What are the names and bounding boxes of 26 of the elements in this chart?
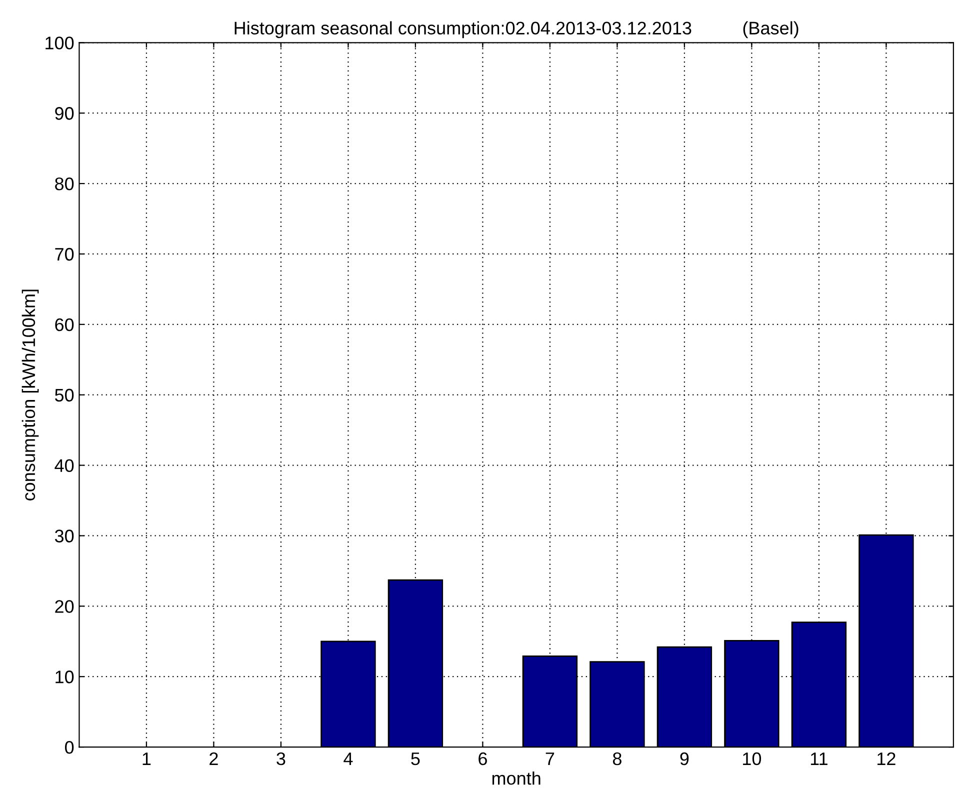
x-tick-label: 8 (612, 752, 622, 766)
x-tick-label: 12 (878, 752, 896, 765)
y-tick-label: 50 (54, 388, 74, 402)
y-tick-label: 10 (56, 670, 74, 684)
x-tick-label: 9 (680, 752, 689, 766)
x-tick-label: 4 (344, 752, 353, 765)
x-axis-title: month (492, 772, 540, 785)
x-tick-label: 3 (276, 752, 286, 766)
x-tick-label: 7 (546, 752, 554, 765)
y-tick-label: 30 (54, 530, 74, 542)
y-axis-title: consumption [kWh/100km] (22, 290, 39, 500)
x-tick-label: 1 (142, 752, 151, 765)
y-tick-label: 70 (55, 248, 74, 261)
y-tick-label: 40 (54, 459, 74, 472)
y-tick-label: 20 (55, 600, 74, 613)
chart-title: Histogram seasonal consumption:02.04.2013-03.12.2013 (Basel) (234, 21, 798, 38)
y-tick-label: 80 (55, 177, 74, 190)
x-tick-label: 2 (210, 752, 218, 765)
x-tick-label: 10 (743, 752, 762, 766)
x-tick-label: 6 (478, 752, 487, 766)
y-tick-label: 0 (65, 740, 74, 754)
x-tick-label: 5 (411, 752, 420, 766)
y-tick-label: 60 (55, 318, 74, 332)
y-tick-label: 100 (46, 36, 74, 50)
y-tick-label: 90 (55, 107, 74, 120)
x-tick-label: 11 (810, 752, 828, 765)
